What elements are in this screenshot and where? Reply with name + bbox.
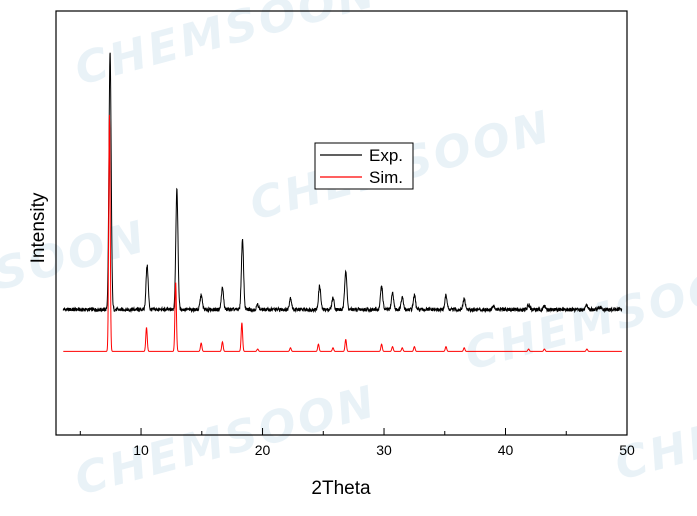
watermark-text: CHEMSOON [460, 251, 697, 381]
y-axis-label: Intensity [28, 192, 49, 263]
legend: Exp. Sim. [314, 142, 414, 190]
series-layer [62, 52, 623, 352]
watermark-text: CHEMSOON [0, 211, 153, 341]
x-tick-label: 10 [133, 442, 149, 458]
watermark-text: CHEMSOON [610, 361, 697, 491]
x-tick-label: 30 [376, 442, 392, 458]
series-line-exp [62, 52, 623, 314]
legend-box [314, 142, 414, 190]
x-tick-label: 20 [255, 442, 271, 458]
x-tick-label: 50 [619, 442, 635, 458]
legend-label-sim: Sim. [369, 168, 403, 187]
x-tick-label: 40 [498, 442, 514, 458]
x-axis-label: 2Theta [311, 478, 371, 499]
x-axis-ticks: 10 20 30 40 50 [79, 428, 635, 458]
legend-label-exp: Exp. [369, 146, 403, 165]
plot-area-frame [55, 10, 628, 436]
series-line-sim [63, 114, 622, 352]
watermark-text: CHEMSOON [70, 0, 383, 96]
